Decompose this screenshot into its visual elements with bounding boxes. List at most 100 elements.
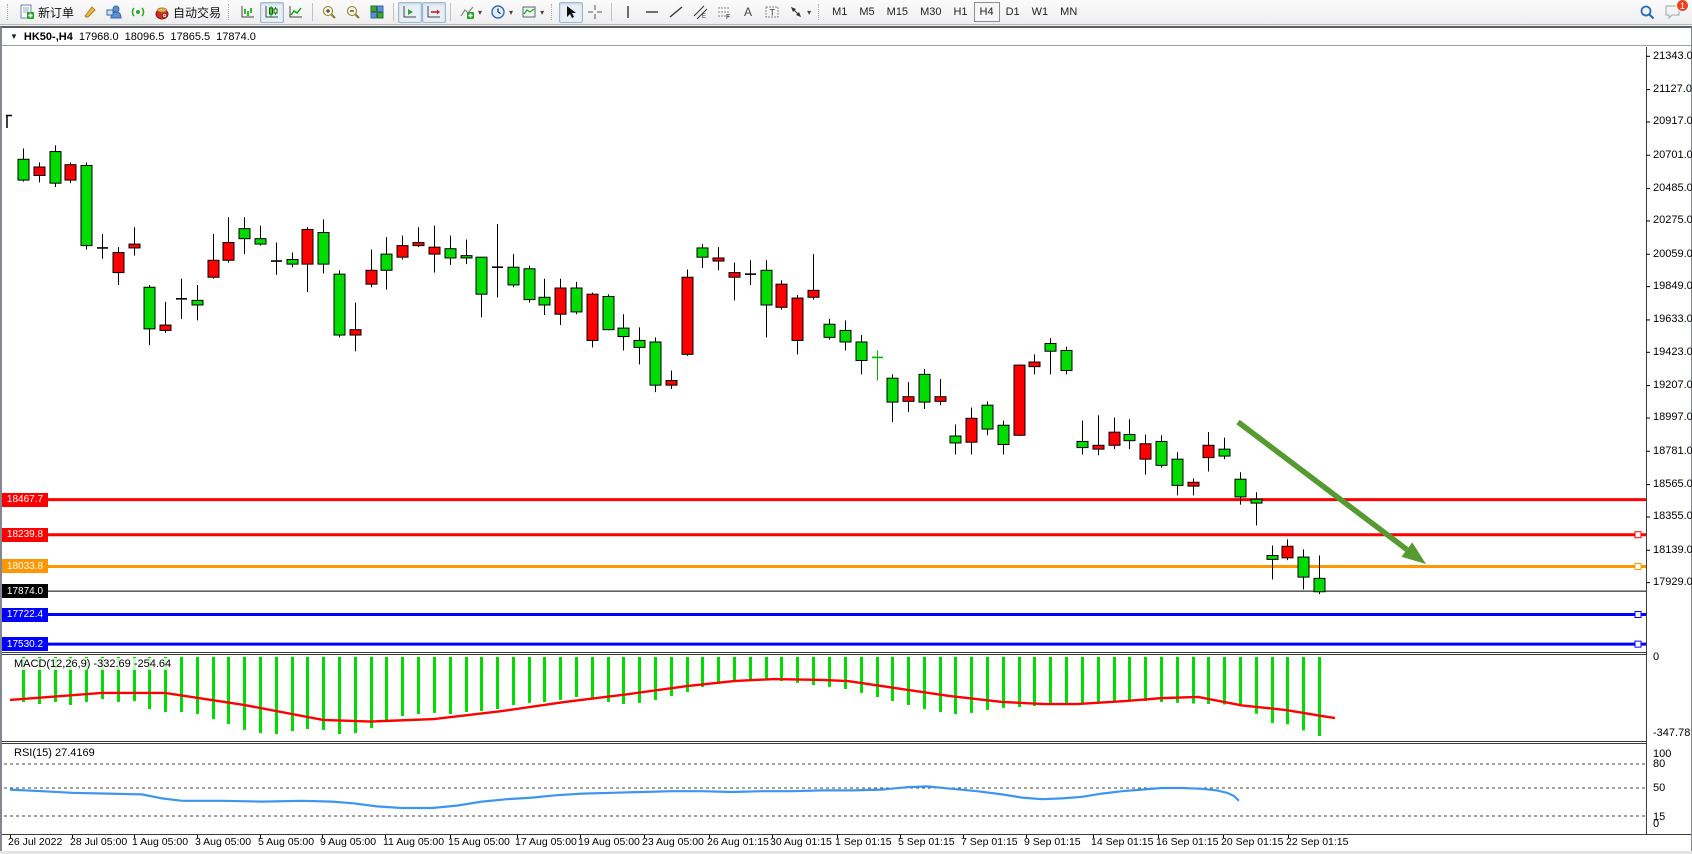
trend-arrow-head[interactable]: [1401, 542, 1426, 564]
text-label-button[interactable]: T: [760, 2, 784, 23]
candle-body: [712, 257, 725, 262]
candle-body: [112, 252, 125, 274]
rsi-axis-label: 80: [1653, 758, 1666, 770]
candle-body: [1171, 458, 1184, 486]
candle-body: [49, 151, 62, 184]
timeframe-m30-button[interactable]: M30: [920, 6, 942, 18]
time-axis-label: 1 Aug 05:00: [132, 836, 189, 848]
candle-body: [760, 269, 773, 306]
zoom-out-button[interactable]: [341, 2, 365, 23]
toolbar-grip: [7, 4, 12, 20]
indicators-button[interactable]: ▾: [455, 2, 486, 23]
candle-body: [507, 266, 520, 286]
vertical-line-button[interactable]: [616, 2, 640, 23]
candle-body: [286, 258, 299, 265]
timeframe-h1-button[interactable]: H1: [953, 6, 968, 18]
price-tick-label: 20059.0: [1653, 247, 1692, 260]
price-level-badge: 17874.0: [2, 584, 48, 599]
equidistant-channel-button[interactable]: E: [688, 2, 712, 23]
signals-button[interactable]: [126, 2, 150, 23]
templates-button[interactable]: ▾: [517, 2, 548, 23]
auto-scroll-button[interactable]: [398, 1, 423, 23]
cursor-button[interactable]: [559, 1, 584, 23]
time-axis-label: 11 Aug 05:00: [383, 836, 445, 848]
line-handle[interactable]: [1634, 531, 1642, 539]
timeframe-m5-button[interactable]: M5: [859, 6, 875, 18]
candle-body: [349, 329, 362, 336]
time-axis-label: 9 Aug 05:00: [320, 836, 377, 848]
market-watch-button[interactable]: [102, 2, 126, 23]
rsi-axis-label: 15: [1653, 811, 1666, 823]
horizontal-line-icon: [644, 4, 660, 20]
candle-body: [965, 417, 978, 443]
candle-body: [396, 245, 409, 258]
indicators-icon: [459, 4, 475, 20]
templates-caret: ▾: [540, 7, 545, 17]
text-icon: A: [740, 4, 756, 20]
time-axis-label: 7 Sep 01:15: [961, 836, 1018, 848]
timeframe-m15-button[interactable]: M15: [886, 6, 909, 18]
timeframe-w1-button[interactable]: W1: [1031, 6, 1049, 18]
time-axis-label: 19 Aug 05:00: [578, 836, 640, 848]
candle-body: [1234, 478, 1247, 498]
line-handle[interactable]: [1634, 611, 1642, 619]
notifications-button[interactable]: 1: [1664, 0, 1689, 20]
trend-arrow[interactable]: [1236, 419, 1409, 552]
chart-title-bar[interactable]: ▼ HK50-,H4 17968.0 18096.5 17865.5 17874…: [2, 28, 1691, 46]
rsi-label: RSI(15) 27.4169: [12, 747, 97, 759]
candle-body: [254, 238, 267, 245]
chart-canvas[interactable]: [2, 28, 1691, 852]
time-axis-label: 16 Sep 01:15: [1156, 836, 1219, 848]
price-tick-label: 21127.0: [1653, 83, 1692, 96]
price-level-badge: 18467.7: [2, 492, 48, 507]
time-axis-label: 20 Sep 01:15: [1221, 836, 1284, 848]
fibonacci-icon: F: [716, 4, 732, 20]
timeframe-d1-button[interactable]: D1: [1005, 6, 1020, 18]
trendline-button[interactable]: [664, 2, 688, 23]
crosshair-button[interactable]: [583, 2, 607, 23]
bar-chart-button[interactable]: [236, 2, 260, 23]
text-button[interactable]: A: [736, 2, 760, 23]
time-axis-label: 22 Sep 01:15: [1286, 836, 1349, 848]
candle-body: [1218, 448, 1231, 457]
toolbar-grip: [228, 4, 233, 20]
equidistant-channel-icon: E: [692, 4, 708, 20]
timeframe-m1-button[interactable]: M1: [832, 6, 848, 18]
arrows-button[interactable]: ▾: [784, 2, 815, 23]
candle-body: [1139, 443, 1152, 460]
arrows-icon: [788, 4, 804, 20]
candle-body: [839, 329, 852, 343]
notification-badge: 1: [1675, 0, 1689, 12]
fibonacci-button[interactable]: F: [712, 2, 736, 23]
time-axis-label: 26 Jul 2022: [8, 836, 63, 848]
auto-scroll-icon: [402, 4, 418, 20]
line-chart-button[interactable]: [284, 2, 308, 23]
chart-shift-button[interactable]: [422, 1, 447, 23]
time-axis-label: 26 Aug 01:15: [707, 836, 769, 848]
new-order-button[interactable]: 新订单: [15, 2, 78, 23]
price-tick-label: 17929.0: [1653, 576, 1692, 589]
auto-trading-button[interactable]: 自动交易: [150, 2, 225, 23]
tile-windows-button[interactable]: [365, 2, 389, 23]
collapse-icon[interactable]: ▼: [10, 32, 18, 41]
candle-body: [1250, 498, 1263, 504]
candle-body: [1266, 555, 1279, 560]
line-handle[interactable]: [1634, 562, 1642, 570]
search-icon[interactable]: [1639, 4, 1656, 21]
price-tick-label: 19633.0: [1653, 313, 1692, 326]
crosshair-icon: [587, 4, 603, 20]
timeframe-mn-button[interactable]: MN: [1060, 6, 1078, 18]
auto-trading-label: 自动交易: [173, 5, 222, 20]
svg-text:T: T: [770, 8, 776, 18]
zoom-in-button[interactable]: [317, 2, 341, 23]
candle-body: [238, 228, 251, 240]
candlestick-chart-button[interactable]: [260, 1, 285, 23]
line-handle[interactable]: [1634, 640, 1642, 648]
timeframe-h4-button[interactable]: H4: [973, 2, 1000, 22]
metaeditor-button[interactable]: [78, 2, 102, 23]
trendline-icon: [668, 4, 684, 20]
periods-button[interactable]: ▾: [486, 2, 517, 23]
candle-body: [1060, 349, 1073, 372]
horizontal-line-button[interactable]: [640, 2, 664, 23]
candle-body: [17, 158, 30, 181]
